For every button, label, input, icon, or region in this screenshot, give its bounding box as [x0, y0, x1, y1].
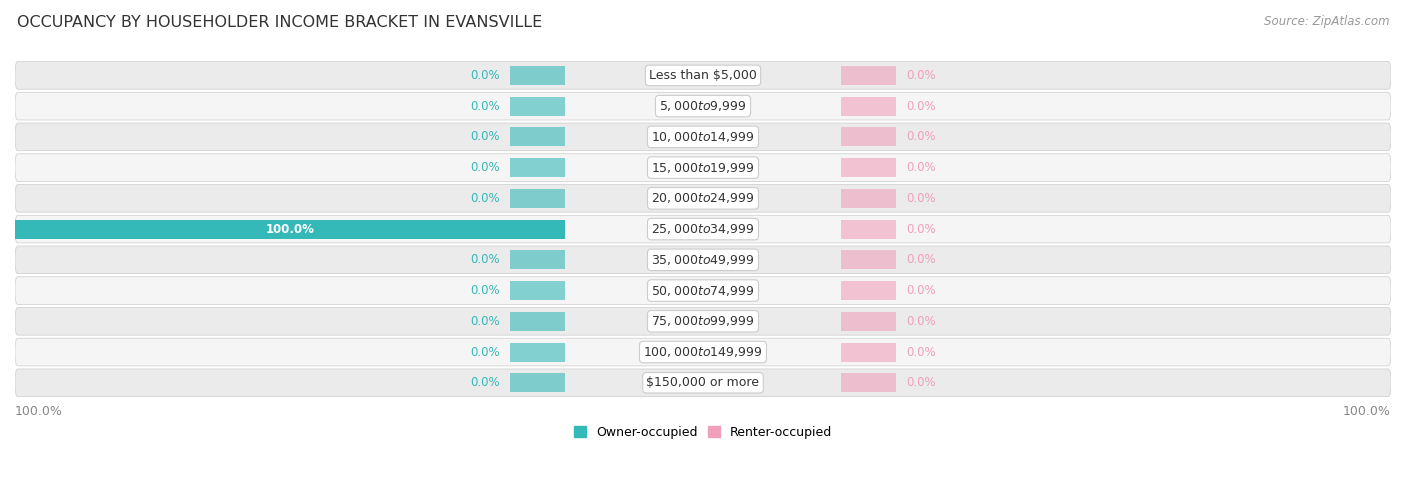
Text: OCCUPANCY BY HOUSEHOLDER INCOME BRACKET IN EVANSVILLE: OCCUPANCY BY HOUSEHOLDER INCOME BRACKET …: [17, 15, 543, 30]
Bar: [510, 66, 565, 85]
FancyBboxPatch shape: [15, 123, 1391, 151]
Text: 0.0%: 0.0%: [471, 130, 501, 143]
Text: 0.0%: 0.0%: [905, 284, 935, 297]
Bar: [510, 158, 565, 177]
Text: 100.0%: 100.0%: [15, 405, 63, 418]
Bar: [841, 250, 896, 269]
Text: 0.0%: 0.0%: [905, 315, 935, 328]
Text: $15,000 to $19,999: $15,000 to $19,999: [651, 160, 755, 174]
Bar: [510, 189, 565, 208]
Text: 0.0%: 0.0%: [905, 130, 935, 143]
Text: 0.0%: 0.0%: [471, 253, 501, 266]
Text: 0.0%: 0.0%: [471, 284, 501, 297]
FancyBboxPatch shape: [15, 62, 1391, 89]
Text: 0.0%: 0.0%: [471, 69, 501, 82]
Bar: [841, 66, 896, 85]
Text: $25,000 to $34,999: $25,000 to $34,999: [651, 222, 755, 236]
Bar: [841, 220, 896, 239]
Text: $5,000 to $9,999: $5,000 to $9,999: [659, 99, 747, 113]
Text: 0.0%: 0.0%: [471, 346, 501, 359]
FancyBboxPatch shape: [15, 369, 1391, 397]
Text: 100.0%: 100.0%: [266, 223, 315, 236]
Bar: [510, 250, 565, 269]
Text: $35,000 to $49,999: $35,000 to $49,999: [651, 253, 755, 267]
Bar: [841, 343, 896, 362]
Text: 0.0%: 0.0%: [471, 376, 501, 389]
FancyBboxPatch shape: [15, 215, 1391, 243]
Text: $75,000 to $99,999: $75,000 to $99,999: [651, 314, 755, 329]
Text: 0.0%: 0.0%: [471, 100, 501, 113]
Text: 0.0%: 0.0%: [905, 69, 935, 82]
FancyBboxPatch shape: [15, 92, 1391, 120]
Bar: [510, 281, 565, 300]
FancyBboxPatch shape: [15, 185, 1391, 212]
Text: $20,000 to $24,999: $20,000 to $24,999: [651, 191, 755, 206]
FancyBboxPatch shape: [15, 308, 1391, 335]
FancyBboxPatch shape: [15, 338, 1391, 366]
FancyBboxPatch shape: [15, 154, 1391, 181]
Text: 0.0%: 0.0%: [905, 161, 935, 174]
Text: $10,000 to $14,999: $10,000 to $14,999: [651, 130, 755, 144]
Bar: [510, 97, 565, 116]
Bar: [841, 312, 896, 331]
Bar: [510, 127, 565, 146]
Text: $150,000 or more: $150,000 or more: [647, 376, 759, 389]
Bar: [841, 281, 896, 300]
Bar: [841, 97, 896, 116]
Text: 0.0%: 0.0%: [905, 376, 935, 389]
Text: $50,000 to $74,999: $50,000 to $74,999: [651, 283, 755, 297]
Text: 0.0%: 0.0%: [471, 161, 501, 174]
Text: 0.0%: 0.0%: [905, 253, 935, 266]
Bar: [841, 373, 896, 392]
Bar: [510, 343, 565, 362]
Text: 100.0%: 100.0%: [1343, 405, 1391, 418]
Bar: [841, 127, 896, 146]
Text: 0.0%: 0.0%: [905, 223, 935, 236]
Bar: [510, 373, 565, 392]
Bar: [510, 312, 565, 331]
Bar: [841, 189, 896, 208]
Text: Source: ZipAtlas.com: Source: ZipAtlas.com: [1264, 15, 1389, 28]
Text: 0.0%: 0.0%: [905, 192, 935, 205]
Text: 0.0%: 0.0%: [905, 346, 935, 359]
Legend: Owner-occupied, Renter-occupied: Owner-occupied, Renter-occupied: [568, 420, 838, 444]
Text: 0.0%: 0.0%: [471, 192, 501, 205]
FancyBboxPatch shape: [15, 277, 1391, 304]
Bar: [15, 220, 565, 239]
Bar: [841, 158, 896, 177]
Text: 0.0%: 0.0%: [905, 100, 935, 113]
Text: $100,000 to $149,999: $100,000 to $149,999: [644, 345, 762, 359]
Text: Less than $5,000: Less than $5,000: [650, 69, 756, 82]
Text: 0.0%: 0.0%: [471, 315, 501, 328]
FancyBboxPatch shape: [15, 246, 1391, 274]
